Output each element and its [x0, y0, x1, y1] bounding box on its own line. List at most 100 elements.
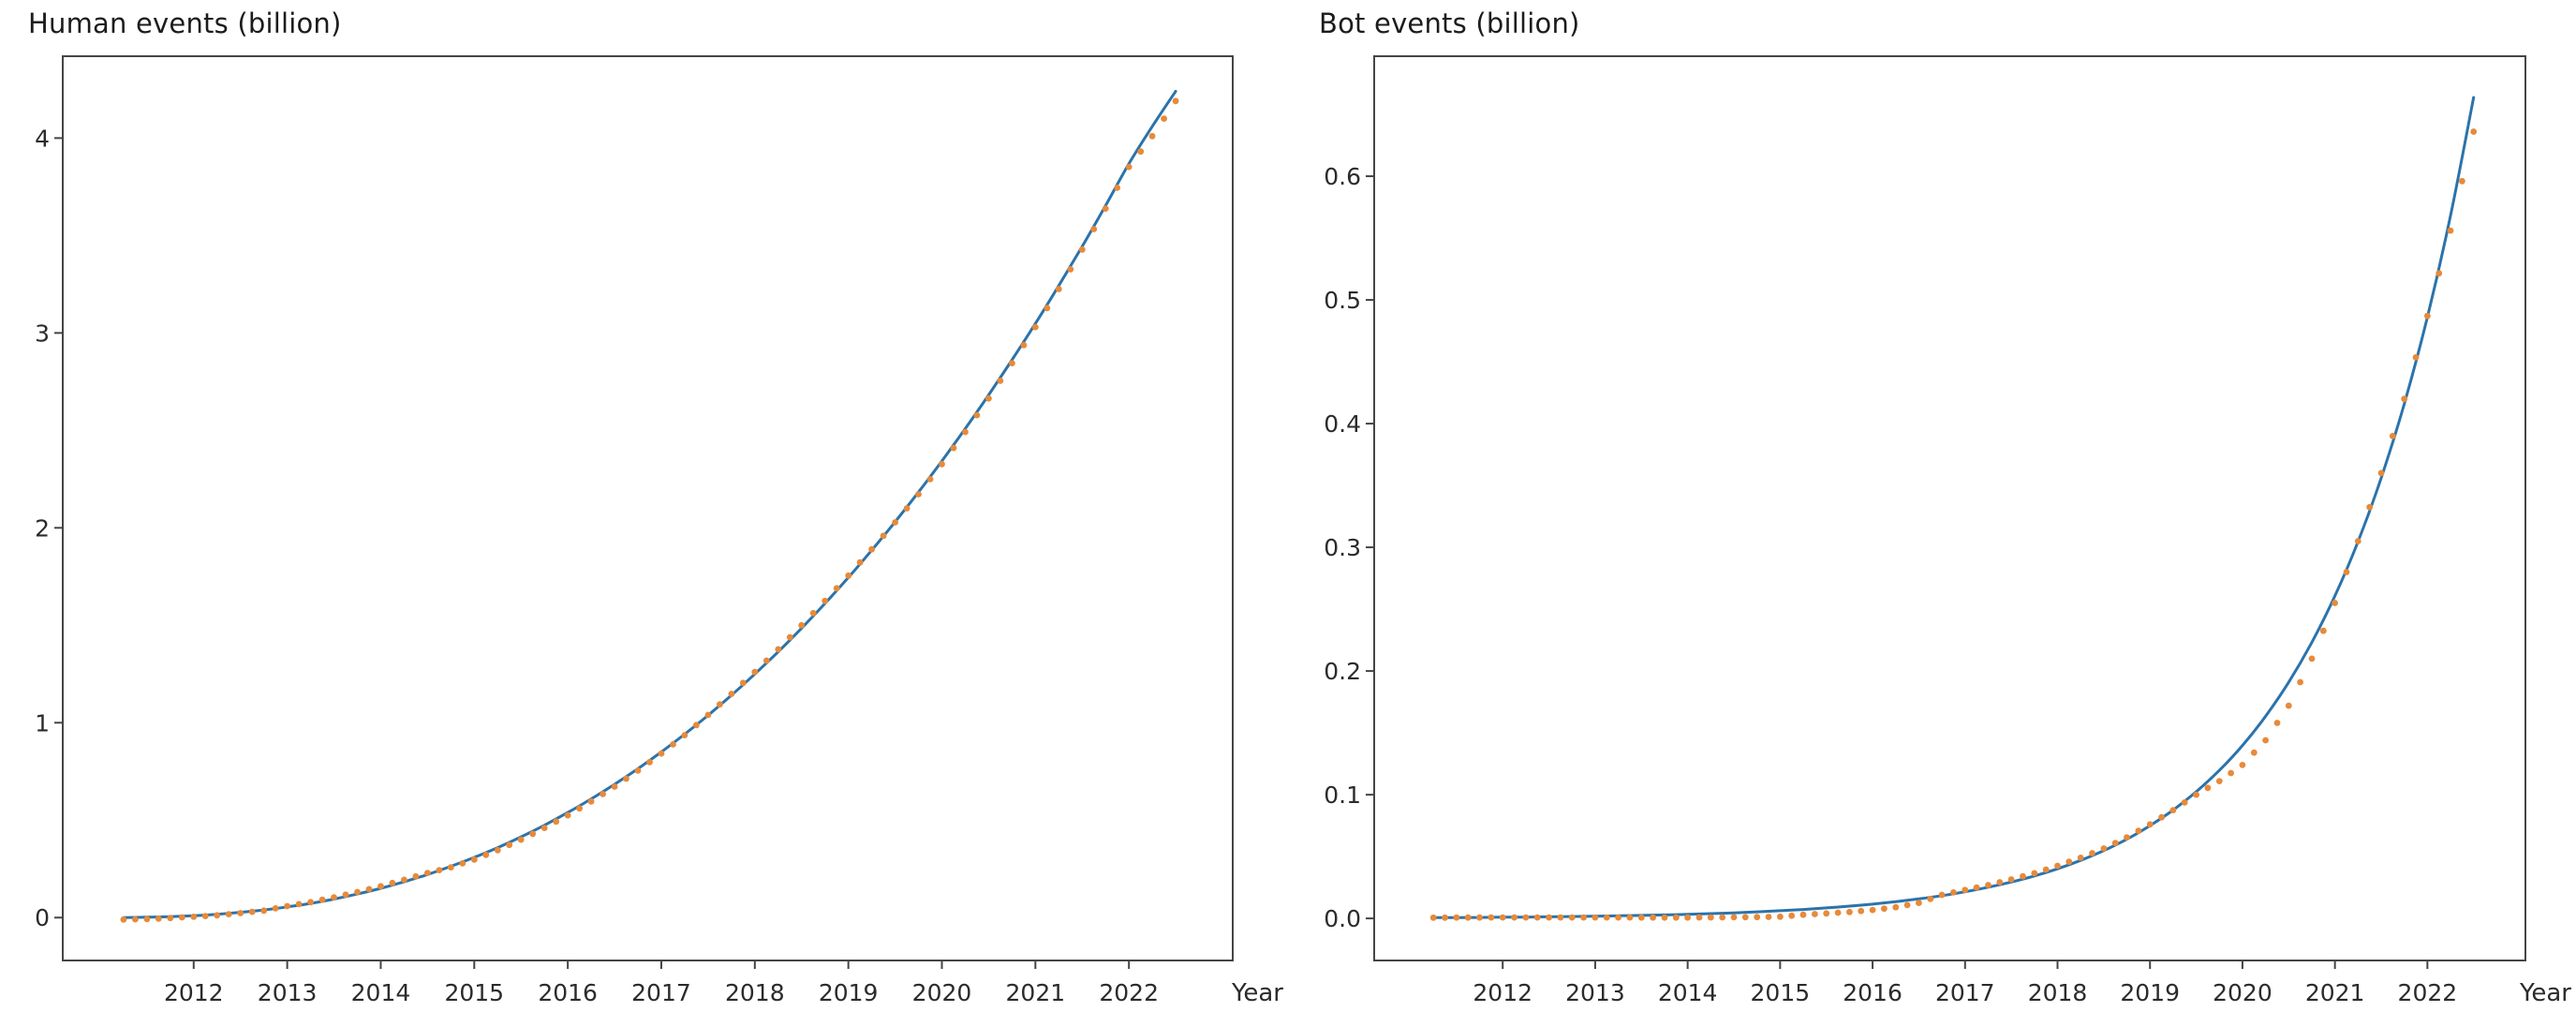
data-point: [401, 876, 407, 884]
data-point: [1137, 148, 1145, 156]
data-point: [1637, 914, 1645, 921]
data-point: [915, 491, 922, 498]
data-point: [997, 378, 1004, 384]
data-point: [2100, 845, 2108, 852]
data-point: [1823, 910, 1830, 917]
data-point: [132, 915, 139, 923]
data-point: [2089, 850, 2095, 856]
y-tick-label: 0.4: [1324, 410, 1361, 438]
data-point: [1916, 900, 1922, 906]
data-point: [1044, 305, 1051, 312]
data-point: [798, 621, 806, 629]
data-point: [1580, 914, 1587, 921]
data-point: [248, 908, 256, 915]
data-point: [717, 701, 723, 708]
data-point: [2020, 872, 2026, 880]
data-point: [260, 907, 268, 915]
data-point: [1148, 132, 1156, 140]
data-point: [1812, 911, 1818, 917]
x-tick-label: 2015: [1751, 979, 1811, 1006]
data-point: [658, 750, 665, 757]
data-point: [634, 767, 642, 774]
data-point: [2354, 538, 2361, 544]
y-tick-label: 0.6: [1324, 163, 1361, 190]
data-point: [2435, 270, 2443, 277]
data-point: [1788, 912, 1796, 919]
data-point: [2332, 600, 2338, 606]
data-point: [1464, 914, 1472, 921]
data-point: [1453, 914, 1460, 921]
data-point: [892, 519, 898, 526]
x-tick-label: 2013: [1565, 979, 1625, 1006]
data-point: [2273, 720, 2281, 726]
data-point: [693, 722, 700, 729]
chart-panel-bot-events: Bot events (billion) 2012 2013 2014 2015 201…: [1288, 0, 2576, 1027]
data-point: [2262, 737, 2269, 744]
data-point: [1114, 185, 1121, 191]
chart-title-human-events: Human events (billion): [28, 7, 342, 39]
x-tick-label: 2016: [1843, 979, 1902, 1006]
data-point: [973, 411, 981, 419]
data-point: [1661, 914, 1668, 921]
data-point: [1672, 914, 1680, 921]
data-point: [1684, 914, 1691, 921]
data-point: [2447, 227, 2454, 234]
data-point: [272, 905, 279, 912]
x-tick-label: 2012: [164, 979, 224, 1006]
data-point: [424, 870, 431, 876]
data-point: [1603, 914, 1610, 921]
x-tick-label: 2016: [538, 979, 598, 1006]
data-point: [1695, 914, 1703, 921]
data-point: [2215, 778, 2223, 784]
data-point: [1927, 895, 1934, 902]
data-point: [1031, 323, 1039, 331]
data-point: [2135, 827, 2142, 835]
data-point: [389, 879, 396, 886]
data-point: [1102, 205, 1109, 213]
data-point: [623, 775, 629, 782]
data-point: [517, 836, 525, 843]
data-point: [1903, 901, 1911, 909]
data-point: [2204, 784, 2212, 792]
y-tick-label: 0.0: [1324, 905, 1361, 932]
data-point: [2146, 821, 2154, 828]
x-tick-label: 2013: [258, 979, 318, 1006]
data-point: [2424, 312, 2431, 320]
data-point: [1161, 115, 1167, 122]
data-point: [576, 805, 583, 812]
data-point: [1765, 914, 1772, 920]
data-point: [1488, 914, 1495, 921]
data-point: [2031, 870, 2038, 877]
data-point: [529, 830, 537, 838]
data-point: [1950, 889, 1957, 896]
fit-line: [122, 89, 1177, 919]
data-point: [120, 915, 127, 923]
data-point: [2412, 354, 2420, 361]
data-point: [2228, 769, 2234, 777]
data-point: [237, 910, 244, 916]
data-point: [1719, 914, 1726, 921]
data-point: [1067, 266, 1074, 273]
data-point: [1985, 882, 1991, 888]
data-point: [1546, 914, 1552, 921]
data-point: [2158, 813, 2165, 821]
data-point: [1429, 914, 1437, 921]
data-point: [1962, 886, 1969, 894]
axis-frame: [62, 55, 1234, 961]
x-tick-label: 2015: [444, 979, 504, 1006]
y-tick-label: 4: [35, 125, 50, 152]
data-point: [1125, 163, 1133, 171]
data-point: [751, 668, 759, 676]
data-point: [2319, 627, 2327, 634]
data-point: [1938, 891, 1946, 899]
data-point: [1442, 914, 1448, 921]
data-point: [2377, 469, 2385, 477]
data-point: [1499, 914, 1506, 921]
data-point: [845, 572, 852, 579]
data-point: [2077, 855, 2084, 861]
data-point: [1568, 914, 1576, 921]
data-point: [739, 679, 747, 687]
x-tick-label: 2021: [1006, 979, 1066, 1006]
data-point: [1626, 914, 1634, 921]
data-point: [1650, 914, 1656, 921]
